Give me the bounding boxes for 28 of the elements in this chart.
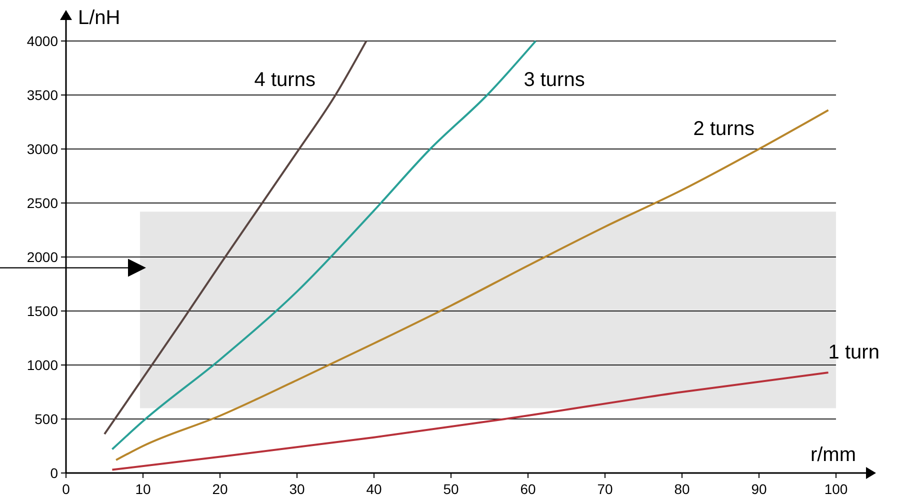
- x-tick-label: 40: [366, 481, 382, 497]
- x-tick-label: 0: [62, 481, 70, 497]
- x-axis-title: r/mm: [810, 444, 856, 466]
- y-tick-label: 2500: [26, 195, 58, 211]
- line-series: [104, 40, 368, 436]
- x-tick-label: 100: [824, 481, 848, 497]
- y-tick-label: 4000: [26, 33, 58, 49]
- x-tick-label: 30: [289, 481, 305, 497]
- line-series: [111, 40, 537, 450]
- y-tick-label: 2000: [26, 249, 58, 265]
- series-label: 4 turns: [254, 69, 316, 91]
- x-tick-label: 10: [135, 481, 151, 497]
- x-tick-label: 80: [674, 481, 690, 497]
- series-label: 1 turn: [828, 342, 880, 364]
- series-label: 3 turns: [524, 69, 585, 91]
- x-tick-label: 90: [751, 481, 767, 497]
- y-tick-label: 1500: [26, 303, 58, 319]
- y-tick-label: 3000: [26, 141, 58, 157]
- y-tick-label: 500: [34, 411, 58, 427]
- x-tick-label: 60: [520, 481, 536, 497]
- x-tick-label: 70: [597, 481, 613, 497]
- series-label: 2 turns: [693, 118, 754, 140]
- x-tick-label: 50: [443, 481, 459, 497]
- y-axis-title: L/nH: [78, 7, 120, 29]
- x-tick-label: 20: [212, 481, 228, 497]
- y-tick-label: 0: [50, 465, 58, 481]
- y-tick-label: 3500: [26, 87, 58, 103]
- y-tick-label: 1000: [26, 357, 58, 373]
